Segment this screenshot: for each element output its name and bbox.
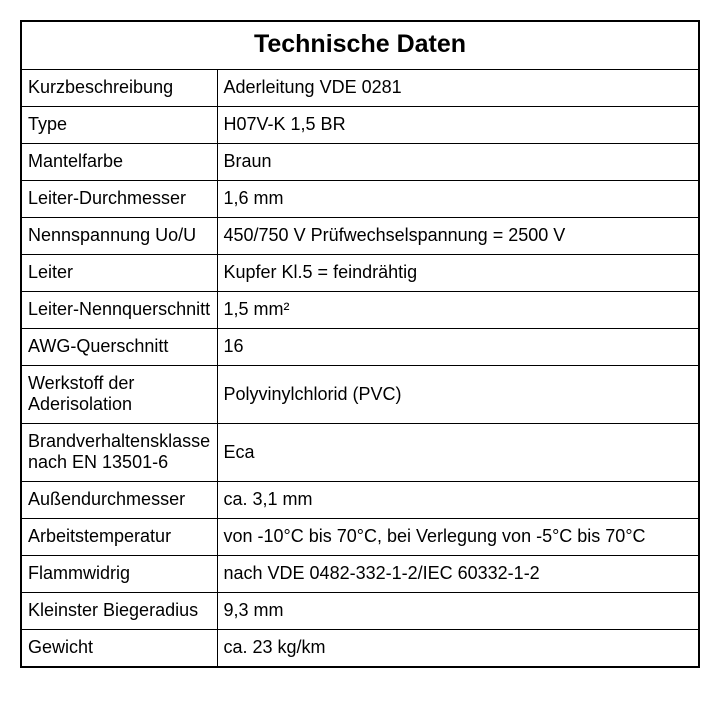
spec-value: ca. 3,1 mm (217, 482, 699, 519)
table-row: Nennspannung Uo/U 450/750 V Prüfwechsels… (21, 218, 699, 255)
spec-value: 16 (217, 329, 699, 366)
table-row: Kleinster Biegeradius 9,3 mm (21, 593, 699, 630)
table-row: Außendurchmesser ca. 3,1 mm (21, 482, 699, 519)
table-row: Flammwidrig nach VDE 0482-332-1-2/IEC 60… (21, 556, 699, 593)
table-row: Kurzbeschreibung Aderleitung VDE 0281 (21, 70, 699, 107)
spec-value: Eca (217, 424, 699, 482)
spec-value: Polyvinylchlorid (PVC) (217, 366, 699, 424)
table-row: Brandverhaltensklasse nach EN 13501-6 Ec… (21, 424, 699, 482)
spec-label: Kleinster Biegeradius (21, 593, 217, 630)
table-row: Type H07V-K 1,5 BR (21, 107, 699, 144)
spec-label: Leiter-Nennquerschnitt (21, 292, 217, 329)
table-title: Technische Daten (21, 21, 699, 70)
spec-value: 1,6 mm (217, 181, 699, 218)
table-row: AWG-Querschnitt 16 (21, 329, 699, 366)
table-row: Mantelfarbe Braun (21, 144, 699, 181)
spec-label: Außendurchmesser (21, 482, 217, 519)
spec-value: 450/750 V Prüfwechselspannung = 2500 V (217, 218, 699, 255)
spec-label: Werkstoff der Aderisolation (21, 366, 217, 424)
spec-label: Arbeitstemperatur (21, 519, 217, 556)
spec-label: AWG-Querschnitt (21, 329, 217, 366)
table-row: Leiter Kupfer Kl.5 = feindrähtig (21, 255, 699, 292)
spec-value: Aderleitung VDE 0281 (217, 70, 699, 107)
table-row: Arbeitstemperatur von -10°C bis 70°C, be… (21, 519, 699, 556)
table-row: Gewicht ca. 23 kg/km (21, 630, 699, 668)
technical-data-table: Technische Daten Kurzbeschreibung Aderle… (20, 20, 700, 668)
table-row: Werkstoff der Aderisolation Polyvinylchl… (21, 366, 699, 424)
spec-label: Nennspannung Uo/U (21, 218, 217, 255)
spec-value: nach VDE 0482-332-1-2/IEC 60332-1-2 (217, 556, 699, 593)
spec-value: Braun (217, 144, 699, 181)
spec-value: 1,5 mm² (217, 292, 699, 329)
table-row: Leiter-Durchmesser 1,6 mm (21, 181, 699, 218)
spec-label: Leiter-Durchmesser (21, 181, 217, 218)
spec-label: Gewicht (21, 630, 217, 668)
spec-label: Flammwidrig (21, 556, 217, 593)
spec-value: von -10°C bis 70°C, bei Verlegung von -5… (217, 519, 699, 556)
spec-value: Kupfer Kl.5 = feindrähtig (217, 255, 699, 292)
spec-label: Brandverhaltensklasse nach EN 13501-6 (21, 424, 217, 482)
spec-label: Kurzbeschreibung (21, 70, 217, 107)
spec-value: H07V-K 1,5 BR (217, 107, 699, 144)
spec-label: Type (21, 107, 217, 144)
table-row: Leiter-Nennquerschnitt 1,5 mm² (21, 292, 699, 329)
spec-label: Leiter (21, 255, 217, 292)
spec-value: ca. 23 kg/km (217, 630, 699, 668)
spec-label: Mantelfarbe (21, 144, 217, 181)
spec-value: 9,3 mm (217, 593, 699, 630)
